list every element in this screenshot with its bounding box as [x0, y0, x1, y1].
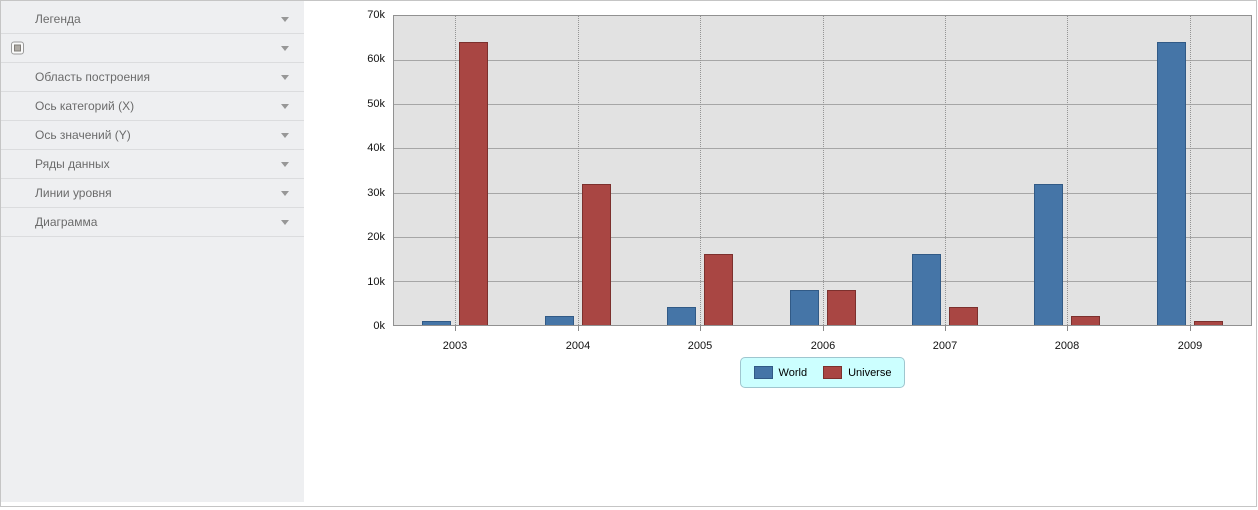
chevron-down-icon — [281, 104, 289, 109]
vertical-gridline — [578, 16, 579, 325]
sidebar-item-ряды-данных[interactable]: Ряды данных — [1, 150, 304, 179]
sidebar-item-легенда[interactable]: Легенда — [1, 5, 304, 34]
sidebar-item-ось-значений-y-[interactable]: Ось значений (Y) — [1, 121, 304, 150]
legend-swatch-icon — [753, 366, 773, 379]
sidebar-item-label: Легенда — [35, 12, 81, 26]
legend-series-name: Universe — [848, 366, 892, 379]
bar-universe-2006[interactable] — [827, 290, 856, 325]
bar-world-2005[interactable] — [667, 307, 696, 325]
horizontal-gridline — [394, 237, 1251, 238]
x-axis-tick — [455, 326, 456, 331]
sidebar-item-label: Область построения — [35, 70, 150, 84]
sidebar-item-ось-категорий-x-[interactable]: Ось категорий (X) — [1, 92, 304, 121]
x-axis-label: 2009 — [1177, 340, 1203, 352]
y-axis-label: 0k — [373, 320, 385, 332]
chevron-down-icon — [281, 17, 289, 22]
chevron-down-icon — [281, 220, 289, 225]
bar-world-2008[interactable] — [1034, 184, 1063, 325]
sidebar-item-label: Ось категорий (X) — [35, 99, 135, 113]
bar-universe-2003[interactable] — [459, 42, 488, 325]
sidebar-item-label: Линии уровня — [35, 186, 112, 200]
chevron-down-icon — [281, 191, 289, 196]
checkbox-fill-icon — [14, 44, 21, 52]
bar-universe-2008[interactable] — [1071, 316, 1100, 325]
x-axis-tick — [1190, 326, 1191, 331]
legend-swatch-icon — [823, 366, 843, 379]
legend-entry-world[interactable]: World — [753, 366, 808, 379]
chevron-down-icon — [281, 162, 289, 167]
horizontal-gridline — [394, 148, 1251, 149]
sidebar-item-label: Диаграмма — [35, 215, 98, 229]
bar-world-2009[interactable] — [1157, 42, 1186, 325]
chart-legend[interactable]: World Universe — [739, 357, 906, 388]
row-checkbox[interactable] — [11, 41, 24, 55]
y-axis-label: 30k — [367, 187, 385, 199]
y-axis-label: 70k — [367, 9, 385, 21]
chevron-down-icon — [281, 46, 289, 51]
bar-universe-2009[interactable] — [1194, 321, 1223, 325]
vertical-gridline — [823, 16, 824, 325]
y-axis-label: 40k — [367, 142, 385, 154]
plot-area[interactable] — [393, 15, 1252, 326]
bar-world-2007[interactable] — [912, 254, 941, 325]
y-axis-label: 20k — [367, 231, 385, 243]
legend-series-name: World — [778, 366, 808, 379]
sidebar: Легенда Область построения Ось категорий (… — [1, 1, 304, 502]
x-axis-tick — [578, 326, 579, 331]
x-axis-tick — [823, 326, 824, 331]
vertical-gridline — [700, 16, 701, 325]
x-axis-label: 2007 — [932, 340, 958, 352]
x-axis-label: 2003 — [442, 340, 468, 352]
bar-universe-2007[interactable] — [949, 307, 978, 325]
x-axis-label: 2004 — [565, 340, 591, 352]
chevron-down-icon — [281, 133, 289, 138]
bar-world-2003[interactable] — [422, 321, 451, 325]
sidebar-item-линии-уровня[interactable]: Линии уровня — [1, 179, 304, 208]
legend-container: World Universe — [393, 357, 1252, 388]
x-axis-tick — [700, 326, 701, 331]
sidebar-item-область-построения[interactable]: Область построения — [1, 63, 304, 92]
y-axis-label: 10k — [367, 276, 385, 288]
vertical-gridline — [1190, 16, 1191, 325]
bar-universe-2005[interactable] — [704, 254, 733, 325]
x-axis-tick — [945, 326, 946, 331]
sidebar-item-label: Ряды данных — [35, 157, 110, 171]
bar-world-2006[interactable] — [790, 290, 819, 325]
sidebar-item-label: Ось значений (Y) — [35, 128, 131, 142]
y-axis-label: 50k — [367, 98, 385, 110]
x-axis-label: 2005 — [687, 340, 713, 352]
x-axis-label: 2008 — [1054, 340, 1080, 352]
chevron-down-icon — [281, 75, 289, 80]
legend-entry-universe[interactable]: Universe — [823, 366, 891, 379]
vertical-gridline — [455, 16, 456, 325]
horizontal-gridline — [394, 281, 1251, 282]
vertical-gridline — [1067, 16, 1068, 325]
y-axis-label: 60k — [367, 53, 385, 65]
sidebar-item-диаграмма[interactable]: Диаграмма — [1, 208, 304, 237]
sidebar-item-unnamed[interactable] — [1, 34, 304, 63]
vertical-gridline — [945, 16, 946, 325]
bar-universe-2004[interactable] — [582, 184, 611, 325]
horizontal-gridline — [394, 60, 1251, 61]
bar-world-2004[interactable] — [545, 316, 574, 325]
x-axis-label: 2006 — [810, 340, 836, 352]
horizontal-gridline — [394, 104, 1251, 105]
horizontal-gridline — [394, 193, 1251, 194]
x-axis-tick — [1067, 326, 1068, 331]
